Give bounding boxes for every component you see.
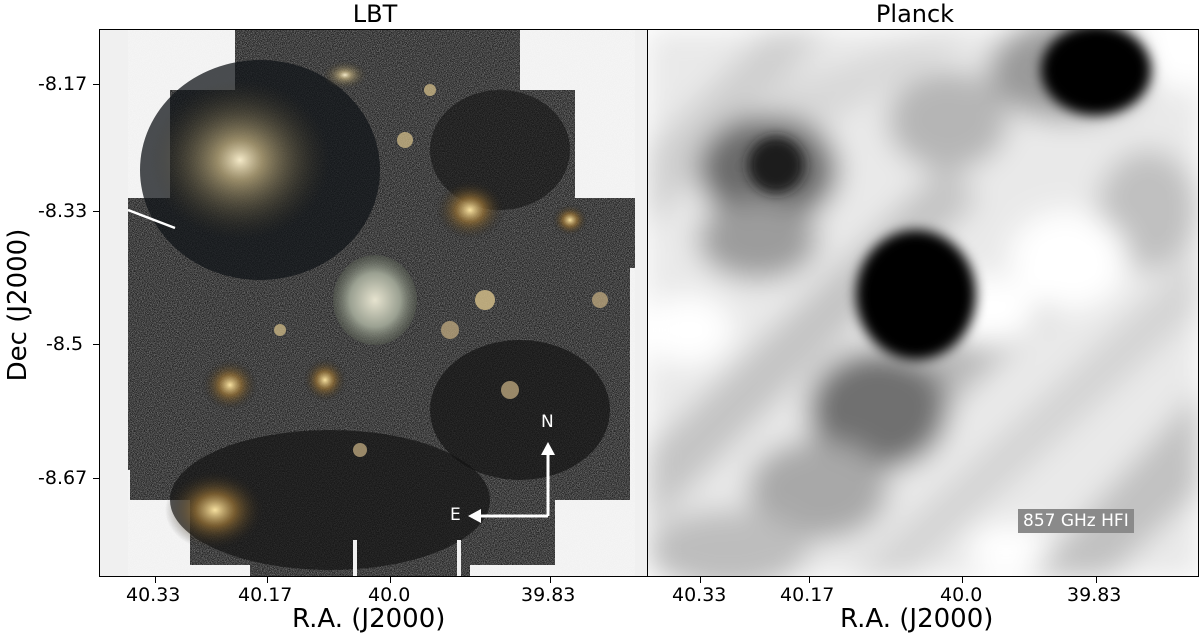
xtick-left-label-3: 40.0	[368, 584, 411, 606]
x-axis-label-left: R.A. (J2000)	[292, 604, 446, 634]
panel-title-lbt: LBT	[352, 0, 398, 28]
xtick-left-3	[390, 577, 391, 583]
xtick-right-label-3: 40.0	[940, 584, 983, 606]
ytick-label-2: -8.33	[38, 200, 88, 222]
lbt-image-panel: N E	[99, 29, 648, 577]
ytick-label-3: -8.5	[46, 333, 84, 355]
ytick-3	[93, 344, 99, 345]
xtick-left-label-2: 40.17	[238, 584, 293, 606]
xtick-right-label-2: 40.17	[780, 584, 835, 606]
xtick-left-label-4: 39.83	[521, 584, 576, 606]
ytick-label-4: -8.67	[38, 467, 88, 489]
planck-map	[648, 30, 1198, 576]
ytick-2	[93, 211, 99, 212]
y-axis-label: Dec (J2000)	[3, 228, 33, 382]
x-axis-label-right: R.A. (J2000)	[840, 604, 994, 634]
xtick-right-4	[1096, 577, 1097, 583]
ytick-label-1: -8.17	[38, 73, 88, 95]
lbt-image	[127, 30, 635, 576]
compass-east-label: E	[450, 505, 461, 525]
xtick-right-label-1: 40.33	[672, 584, 727, 606]
xtick-right-2	[809, 577, 810, 583]
planck-map-panel: 857 GHz HFI	[647, 29, 1199, 577]
xtick-left-2	[267, 577, 268, 583]
xtick-right-1	[700, 577, 701, 583]
compass-arrows	[468, 442, 555, 523]
xtick-left-1	[155, 577, 156, 583]
ytick-4	[93, 478, 99, 479]
compass-north-label: N	[541, 412, 554, 432]
xtick-left-4	[550, 577, 551, 583]
planck-band-badge: 857 GHz HFI	[1018, 509, 1134, 533]
panel-title-planck: Planck	[875, 0, 955, 28]
xtick-left-label-1: 40.33	[126, 584, 181, 606]
xtick-right-label-4: 39.83	[1067, 584, 1122, 606]
xtick-right-3	[962, 577, 963, 583]
ytick-1	[93, 84, 99, 85]
